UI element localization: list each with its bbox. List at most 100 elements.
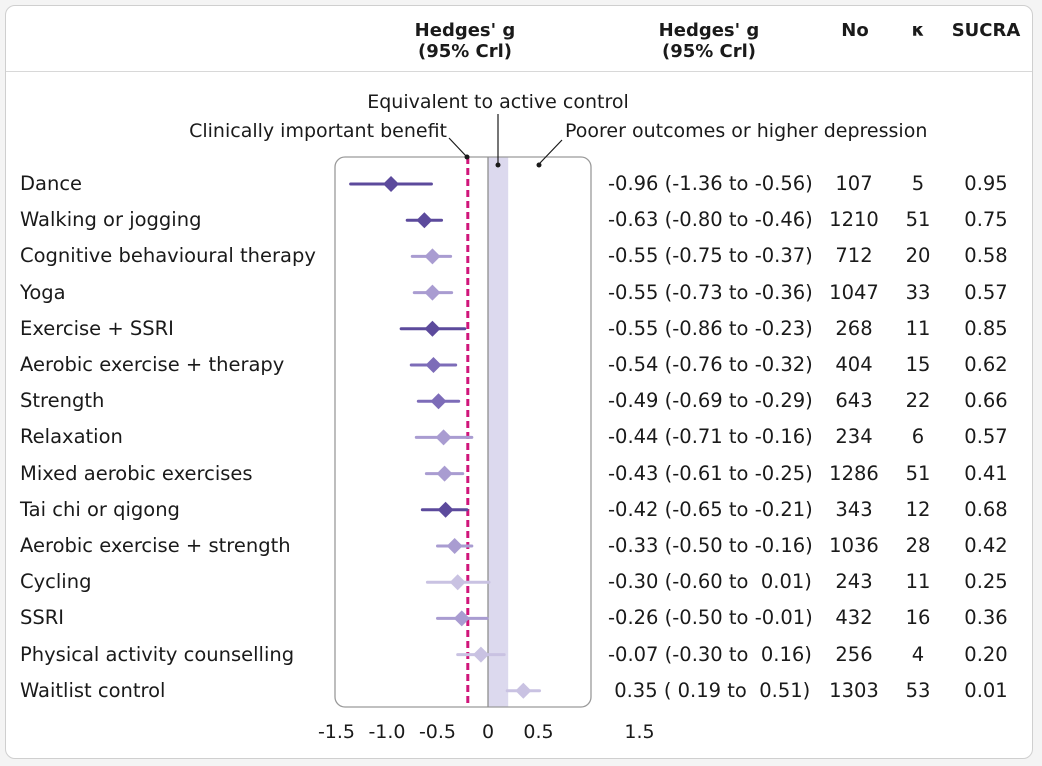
row-sucra: 0.57 — [964, 280, 1008, 304]
row-label: Walking or jogging — [20, 208, 202, 232]
row-k: 15 — [905, 353, 931, 376]
row-label: Mixed aerobic exercises — [20, 461, 253, 485]
row-sucra: 0.20 — [964, 642, 1008, 666]
equivalence-band — [488, 157, 509, 707]
x-tick-label-5: 1.5 — [624, 721, 654, 743]
estimate-column-header-line2: (95% Crl) — [661, 41, 757, 62]
row-n: 1210 — [829, 208, 879, 232]
row-n: 643 — [835, 389, 873, 413]
estimate-diamond-9 — [437, 501, 454, 518]
row-sucra: 0.75 — [964, 208, 1008, 232]
row-k: 11 — [905, 316, 931, 340]
row-estimate: -0.07 (-0.30 to 0.16) — [608, 642, 812, 666]
poorer-pointer-dot — [536, 162, 542, 168]
row-label: Cycling — [20, 570, 92, 594]
estimate-diamond-1 — [416, 212, 433, 229]
row-label: SSRI — [20, 606, 65, 630]
estimate-diamond-10 — [446, 538, 463, 554]
row-sucra: 0.36 — [964, 606, 1008, 630]
estimate-diamond-14 — [515, 682, 532, 699]
header-divider — [6, 71, 1032, 72]
clinical-pointer-dot — [464, 154, 470, 160]
row-estimate: -0.96 (-1.36 to -0.56) — [608, 172, 813, 195]
row-n: 432 — [835, 606, 873, 630]
row-k: 6 — [911, 425, 925, 449]
row-sucra: 0.58 — [964, 244, 1008, 268]
row-label: Relaxation — [20, 425, 123, 449]
row-sucra: 0.66 — [964, 389, 1008, 413]
row-sucra: 0.01 — [964, 678, 1008, 702]
row-sucra: 0.57 — [964, 425, 1008, 449]
x-tick-label-4: 0.5 — [523, 721, 553, 743]
row-sucra: 0.95 — [964, 172, 1008, 195]
row-n: 1036 — [829, 534, 879, 557]
plot-column-header-line1: Hedges' g — [414, 20, 516, 41]
row-sucra: 0.41 — [964, 461, 1008, 485]
estimate-diamond-13 — [472, 646, 489, 663]
row-n: 243 — [835, 570, 873, 594]
estimate-diamond-2 — [424, 248, 441, 265]
row-label: Yoga — [20, 280, 66, 304]
row-n: 1047 — [829, 280, 879, 304]
estimate-diamond-11 — [449, 574, 466, 591]
row-estimate: -0.49 (-0.69 to -0.29) — [608, 389, 813, 413]
row-n: 256 — [835, 642, 873, 666]
estimate-diamond-0 — [383, 176, 400, 192]
row-k: 33 — [905, 280, 931, 304]
x-tick-label-1: -1.0 — [368, 721, 405, 743]
n-column-header: No — [841, 20, 869, 41]
row-estimate: -0.30 (-0.60 to 0.01) — [608, 570, 812, 594]
equivalent-pointer-dot — [495, 162, 501, 168]
clinical-benefit-annotation: Clinically important benefit — [189, 120, 447, 142]
row-estimate: -0.26 (-0.50 to -0.01) — [608, 606, 813, 630]
row-estimate: -0.33 (-0.50 to -0.16) — [608, 534, 813, 557]
row-n: 234 — [835, 425, 873, 449]
k-column-header: κ — [911, 20, 925, 41]
x-tick-label-2: -0.5 — [419, 721, 456, 743]
plot-column-header: Hedges' g (95% Crl) — [400, 20, 530, 62]
row-estimate: 0.35 ( 0.19 to 0.51) — [608, 678, 811, 702]
estimate-diamond-7 — [435, 429, 452, 446]
x-tick-label-0: -1.5 — [318, 721, 355, 743]
row-sucra: 0.42 — [964, 534, 1008, 557]
estimate-diamond-4 — [424, 320, 441, 337]
row-label: Physical activity counselling — [20, 642, 295, 666]
clinical-pointer-line — [448, 137, 467, 157]
row-estimate: -0.44 (-0.71 to -0.16) — [608, 425, 813, 449]
row-k: 22 — [905, 389, 931, 413]
row-n: 107 — [835, 172, 873, 195]
sucra-column-header: SUCRA — [951, 20, 1021, 41]
figure-panel — [5, 5, 1033, 759]
row-estimate: -0.55 (-0.73 to -0.36) — [608, 280, 813, 304]
row-k: 11 — [905, 570, 931, 594]
estimate-column-header: Hedges' g (95% Crl) — [644, 20, 774, 62]
row-n: 404 — [835, 353, 873, 376]
row-label: Dance — [20, 172, 83, 195]
row-k: 53 — [905, 678, 931, 702]
estimate-column-header-line1: Hedges' g — [658, 20, 760, 41]
row-k: 51 — [905, 208, 931, 232]
row-k: 20 — [905, 244, 931, 268]
row-k: 5 — [911, 172, 925, 195]
row-n: 268 — [835, 316, 873, 340]
row-label: Waitlist control — [20, 678, 166, 702]
equivalent-annotation: Equivalent to active control — [367, 91, 629, 113]
plot-frame — [334, 156, 592, 708]
row-sucra: 0.62 — [964, 353, 1008, 376]
row-sucra: 0.85 — [964, 316, 1008, 340]
estimate-diamond-8 — [436, 465, 453, 482]
row-estimate: -0.55 (-0.86 to -0.23) — [608, 316, 813, 340]
row-n: 1303 — [829, 678, 879, 702]
row-label: Aerobic exercise + therapy — [20, 353, 285, 376]
row-estimate: -0.42 (-0.65 to -0.21) — [608, 497, 813, 521]
estimate-diamond-6 — [430, 393, 447, 410]
row-label: Cognitive behavioural therapy — [20, 244, 316, 268]
row-estimate: -0.63 (-0.80 to -0.46) — [608, 208, 813, 232]
row-k: 51 — [905, 461, 931, 485]
row-k: 4 — [911, 642, 925, 666]
poorer-outcomes-annotation: Poorer outcomes or higher depression — [565, 120, 927, 142]
row-estimate: -0.43 (-0.61 to -0.25) — [608, 461, 813, 485]
row-estimate: -0.55 (-0.75 to -0.37) — [608, 244, 813, 268]
x-tick-label-3: 0 — [482, 721, 494, 743]
